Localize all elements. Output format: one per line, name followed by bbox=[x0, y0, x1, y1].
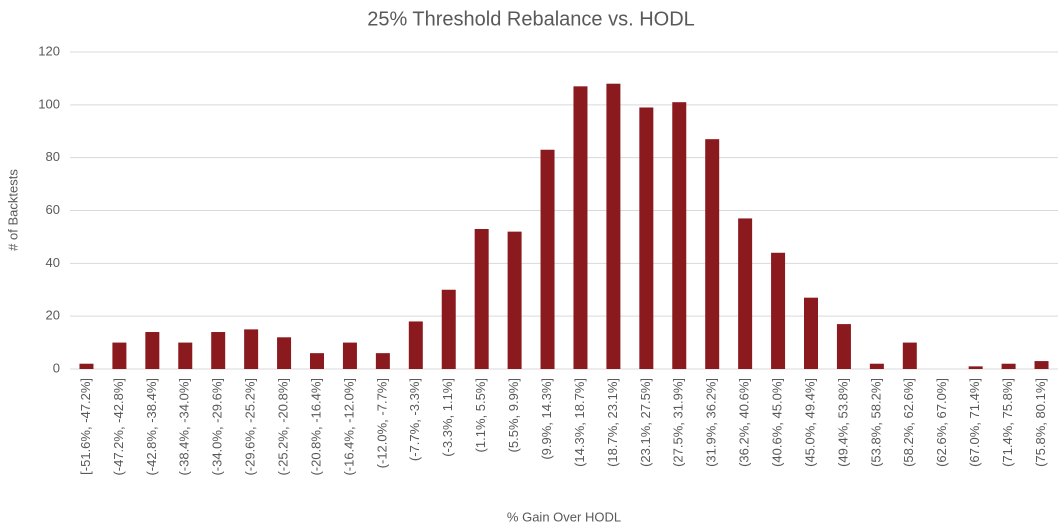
bar bbox=[771, 252, 786, 369]
bar bbox=[474, 228, 489, 369]
bar bbox=[507, 231, 522, 369]
bar bbox=[1001, 363, 1016, 369]
x-tick-label: (14.3%, 18.7%] bbox=[572, 378, 587, 467]
bar bbox=[705, 139, 720, 369]
x-tick-label: (40.6%, 45.0%] bbox=[770, 378, 785, 467]
x-tick-label: (53.8%, 58.2%] bbox=[868, 378, 883, 467]
x-tick-label: (-29.6%, -25.2%] bbox=[243, 378, 258, 476]
y-tick-label: 20 bbox=[46, 308, 60, 323]
bar bbox=[672, 102, 687, 370]
bar bbox=[836, 324, 851, 369]
bar bbox=[112, 342, 127, 369]
bar bbox=[277, 337, 292, 369]
bar bbox=[738, 218, 753, 369]
x-tick-label: (23.1%, 27.5%] bbox=[638, 378, 653, 467]
y-axis-label: # of Backtests bbox=[5, 169, 20, 251]
x-tick-label: (45.0%, 49.4%] bbox=[802, 378, 817, 467]
bar bbox=[606, 83, 621, 369]
bar bbox=[441, 289, 456, 369]
x-tick-label: (5.5%, 9.9%] bbox=[506, 378, 521, 452]
y-tick-label: 40 bbox=[46, 255, 60, 270]
x-tick-label: (49.4%, 53.8%] bbox=[835, 378, 850, 467]
y-tick-label: 0 bbox=[53, 360, 60, 375]
bar bbox=[79, 363, 94, 369]
x-tick-label: (-34.0%, -29.6%] bbox=[210, 378, 225, 476]
x-tick-label: (-47.2%, -42.8%] bbox=[111, 378, 126, 476]
x-tick-label: (71.4%, 75.8%] bbox=[1000, 378, 1015, 467]
x-tick-label: (58.2%, 62.6%] bbox=[901, 378, 916, 467]
x-tick-label: (-7.7%, -3.3%] bbox=[407, 378, 422, 461]
bar bbox=[804, 297, 818, 369]
bar bbox=[902, 342, 917, 369]
x-tick-label: (-25.2%, -20.8%] bbox=[276, 378, 291, 476]
x-tick-label: (75.8%, 80.1%] bbox=[1033, 378, 1048, 467]
x-tick-label: (-20.8%, -16.4%] bbox=[308, 378, 323, 476]
bar bbox=[408, 321, 423, 369]
x-axis-label: % Gain Over HODL bbox=[507, 509, 621, 524]
bar bbox=[342, 342, 357, 369]
bar bbox=[244, 329, 259, 369]
chart-title: 25% Threshold Rebalance vs. HODL bbox=[367, 8, 695, 30]
x-tick-label: (-12.0%, -7.7%] bbox=[374, 378, 389, 468]
bar bbox=[573, 86, 588, 369]
bar bbox=[145, 332, 160, 369]
x-tick-label: (9.9%, 14.3%] bbox=[539, 378, 554, 460]
x-tick-label: (-38.4%, -34.0%] bbox=[177, 378, 192, 476]
x-tick-label: (18.7%, 23.1%] bbox=[605, 378, 620, 467]
x-tick-label: (1.1%, 5.5%] bbox=[473, 378, 488, 452]
y-tick-label: 60 bbox=[46, 202, 60, 217]
x-tick-label: (-16.4%, -12.0%] bbox=[341, 378, 356, 476]
bar bbox=[178, 342, 193, 369]
x-tick-label: (-42.8%, -38.4%] bbox=[144, 378, 159, 476]
y-tick-label: 120 bbox=[38, 43, 60, 58]
x-tick-label: (62.6%, 67.0%] bbox=[934, 378, 949, 467]
bar bbox=[639, 107, 654, 369]
y-tick-label: 100 bbox=[38, 96, 60, 111]
bar bbox=[540, 149, 555, 369]
x-tick-label: (-3.3%, 1.1%] bbox=[440, 378, 455, 457]
bar bbox=[211, 332, 226, 369]
x-tick-label: (67.0%, 71.4%] bbox=[967, 378, 982, 467]
bar bbox=[968, 366, 983, 369]
bar bbox=[869, 363, 884, 369]
x-tick-label: [-51.6%, -47.2%] bbox=[78, 378, 93, 475]
x-tick-label: (36.2%, 40.6%] bbox=[737, 378, 752, 467]
bar bbox=[375, 353, 390, 369]
y-tick-label: 80 bbox=[46, 149, 60, 164]
x-tick-label: (27.5%, 31.9%] bbox=[671, 378, 686, 467]
bar bbox=[310, 353, 324, 369]
bar bbox=[1034, 361, 1049, 369]
x-tick-label: (31.9%, 36.2%] bbox=[704, 378, 719, 467]
